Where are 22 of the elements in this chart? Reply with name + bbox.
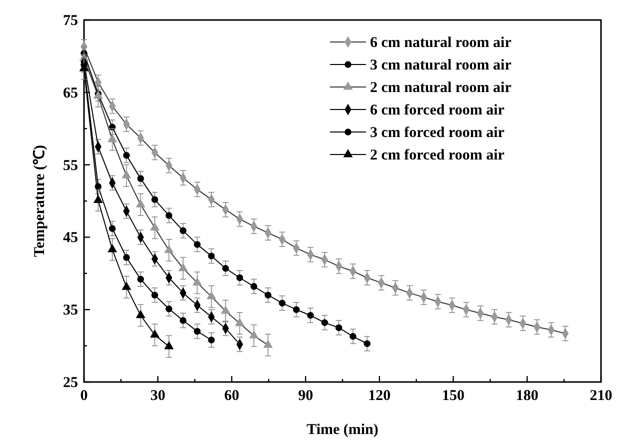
y-tick-label: 35 <box>63 302 78 319</box>
x-tick-label: 180 <box>516 388 538 404</box>
x-tick-label: 60 <box>224 388 240 404</box>
x-axis-title: Time (min) <box>306 422 378 438</box>
y-tick-label: 25 <box>63 375 78 391</box>
x-tick-label: 120 <box>368 388 391 404</box>
y-tick-label: 75 <box>63 13 78 29</box>
x-tick-label: 30 <box>150 388 166 404</box>
x-tick-label: 90 <box>298 388 314 404</box>
legend-label: 6 cm forced room air <box>370 102 505 118</box>
y-tick-label: 55 <box>63 158 78 174</box>
legend-label: 2 cm forced room air <box>370 148 505 164</box>
y-tick-label: 45 <box>63 230 78 246</box>
legend-label: 2 cm natural room air <box>370 80 512 96</box>
y-axis-title: Temperature (℃) <box>32 144 48 258</box>
legend-label: 3 cm natural room air <box>370 58 512 74</box>
y-tick-label: 65 <box>63 85 78 102</box>
legend-label: 3 cm forced room air <box>370 125 505 141</box>
x-tick-label: 150 <box>442 388 465 404</box>
x-tick-label: 0 <box>80 388 88 404</box>
x-tick-label: 210 <box>590 388 612 404</box>
legend-label: 6 cm natural room air <box>370 35 512 51</box>
